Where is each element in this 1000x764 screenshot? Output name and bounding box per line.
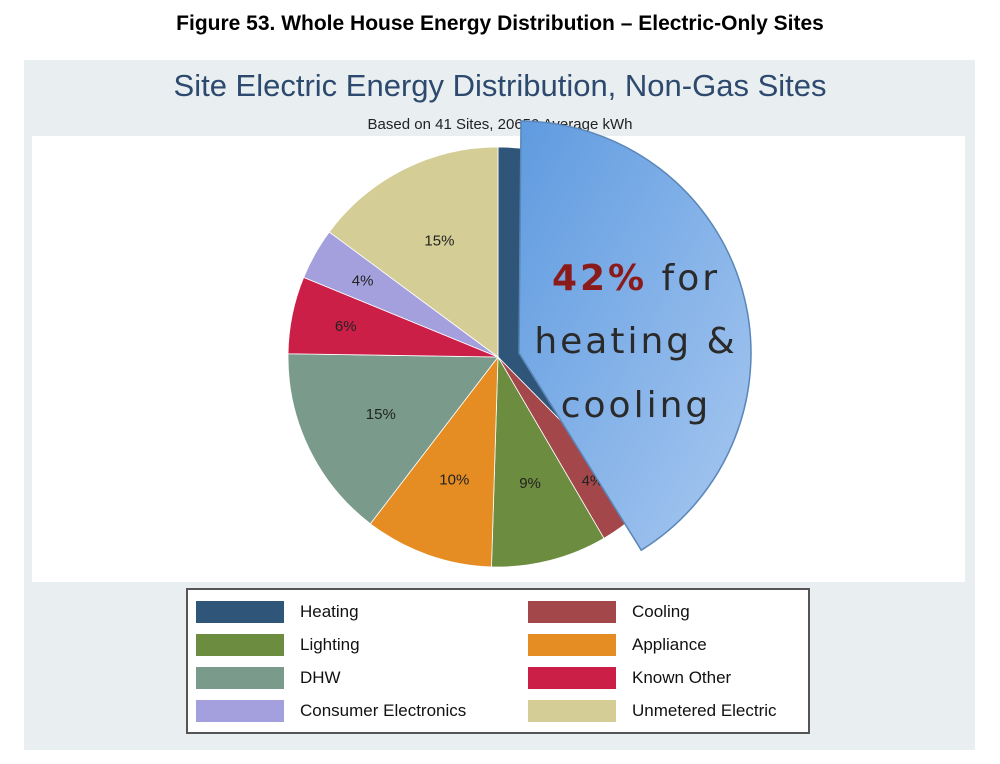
legend-item-heating: Heating <box>196 600 359 624</box>
legend-label: DHW <box>300 668 341 687</box>
legend-item-cooling: Cooling <box>528 600 690 624</box>
pie-slice-lighting <box>491 355 605 568</box>
legend-label: Heating <box>300 602 359 621</box>
legend-item-dhw: DHW <box>196 666 341 690</box>
legend-label: Consumer Electronics <box>300 701 467 720</box>
legend-label: Known Other <box>632 668 732 687</box>
legend-label: Lighting <box>300 635 360 654</box>
callout-wedge <box>518 120 752 552</box>
figure-title: Figure 53. Whole House Energy Distributi… <box>176 12 824 35</box>
pie-slice-appliance <box>369 355 499 568</box>
callout-line-3: cooling <box>561 385 712 426</box>
slice-label-consumer-electronics: 4% <box>352 273 374 290</box>
legend-swatch <box>196 700 284 722</box>
slice-label-lighting: 9% <box>519 475 541 492</box>
legend-label: Cooling <box>632 602 690 621</box>
legend-item-lighting: Lighting <box>196 633 360 657</box>
legend-swatch <box>528 601 616 623</box>
slice-label-dhw: 15% <box>366 406 396 423</box>
legend-swatch <box>196 667 284 689</box>
legend-swatch <box>196 601 284 623</box>
legend-swatch <box>528 667 616 689</box>
legend-label: Appliance <box>632 635 707 654</box>
legend-swatch <box>528 634 616 656</box>
chart-title: Site Electric Energy Distribution, Non-G… <box>173 68 827 103</box>
legend-swatch <box>528 700 616 722</box>
callout-highlight: 42% <box>552 258 647 299</box>
callout-line1-rest: for <box>647 258 720 299</box>
callout-line-1: 42% for <box>552 258 720 299</box>
slice-label-known-other: 6% <box>335 318 357 335</box>
legend-label: Unmetered Electric <box>632 701 777 720</box>
slice-label-appliance: 10% <box>439 472 469 489</box>
legend-item-unmetered-electric: Unmetered Electric <box>528 699 777 723</box>
legend-swatch <box>196 634 284 656</box>
slice-label-unmetered-electric: 15% <box>424 233 454 250</box>
pie-slice-unmetered-electric <box>328 146 499 358</box>
legend-item-appliance: Appliance <box>528 633 707 657</box>
chart-legend: Heating Cooling Lighting Appliance DHW Known … <box>186 588 810 734</box>
legend-item-consumer-electronics: Consumer Electronics <box>196 699 466 723</box>
pie-slice-dhw <box>287 353 499 525</box>
legend-item-known-other: Known Other <box>528 666 731 690</box>
callout-line-2: heating & <box>534 321 737 362</box>
